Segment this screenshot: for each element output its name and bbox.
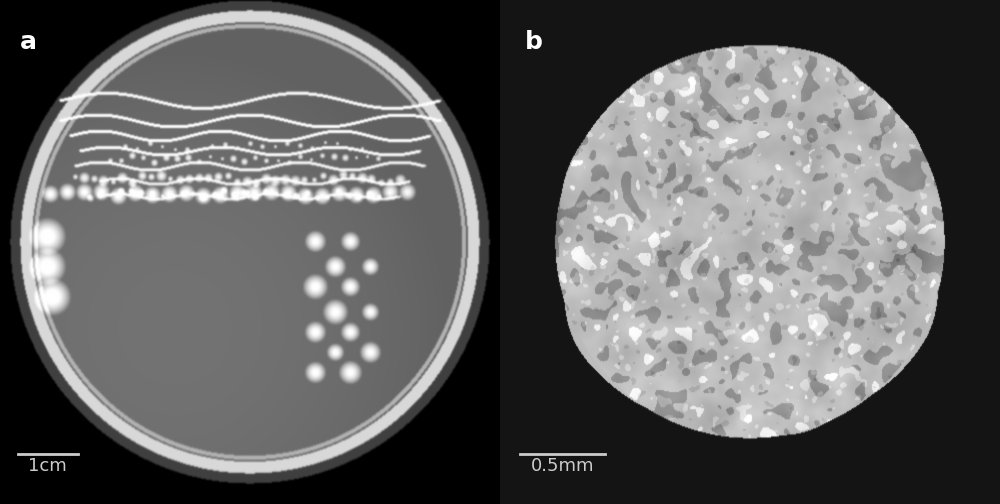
Text: 1cm: 1cm	[28, 457, 67, 475]
Text: b: b	[525, 30, 543, 54]
Text: a: a	[20, 30, 37, 54]
Text: 0.5mm: 0.5mm	[531, 457, 594, 475]
